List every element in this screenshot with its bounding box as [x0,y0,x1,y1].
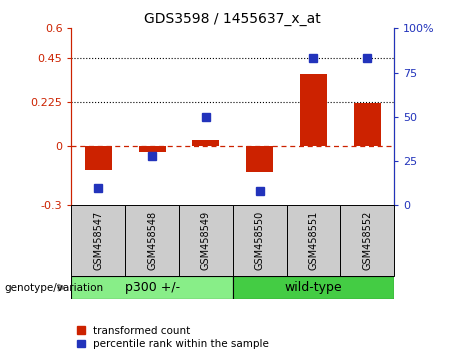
Bar [139,146,165,152]
Text: wild-type: wild-type [284,281,342,294]
Bar [71,276,233,299]
Text: GSM458551: GSM458551 [308,211,319,270]
Bar [300,74,327,146]
Text: GSM458547: GSM458547 [93,211,103,270]
Bar [179,205,233,276]
Bar [287,205,340,276]
Text: GSM458550: GSM458550 [254,211,265,270]
Bar [354,103,381,146]
Bar [246,146,273,172]
Title: GDS3598 / 1455637_x_at: GDS3598 / 1455637_x_at [144,12,321,26]
Text: GSM458548: GSM458548 [147,211,157,270]
Text: GSM458552: GSM458552 [362,211,372,270]
Text: p300 +/-: p300 +/- [124,281,180,294]
Bar [193,141,219,146]
Bar [71,205,125,276]
Bar [233,276,394,299]
Bar [233,205,287,276]
Legend: transformed count, percentile rank within the sample: transformed count, percentile rank withi… [77,326,269,349]
Text: GSM458549: GSM458549 [201,211,211,270]
Bar [125,205,179,276]
Bar [85,146,112,170]
Bar [340,205,394,276]
Text: genotype/variation: genotype/variation [5,282,104,293]
